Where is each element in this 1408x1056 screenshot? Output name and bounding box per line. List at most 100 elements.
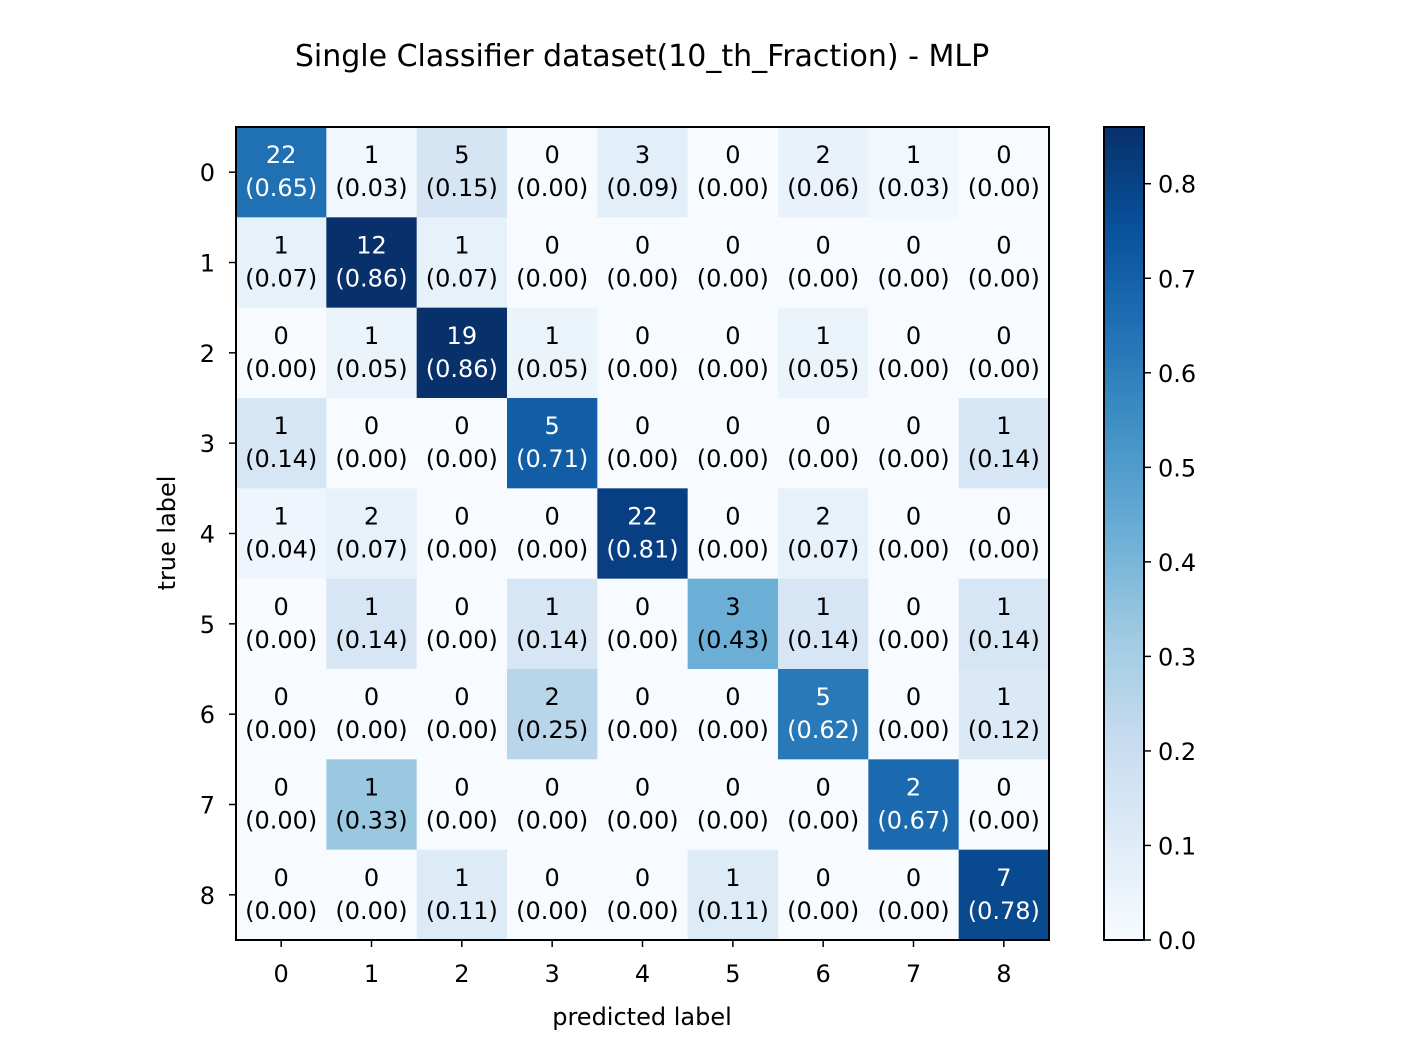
colorbar-tick-label: 0.3 (1158, 643, 1196, 671)
colorbar-tick-label: 0.6 (1158, 360, 1196, 388)
cell-count-label: 0 (725, 503, 740, 531)
cell-count-label: 0 (635, 774, 650, 802)
heatmap-cell (507, 578, 598, 670)
cell-ratio-label: (0.00) (606, 716, 678, 744)
cell-ratio-label: (0.11) (697, 897, 769, 925)
cell-count-label: 0 (816, 864, 831, 892)
heatmap-cell (326, 578, 418, 670)
cell-ratio-label: (0.00) (245, 355, 317, 383)
cell-ratio-label: (0.05) (516, 355, 588, 383)
heatmap-cell (326, 398, 418, 489)
colorbar-tick-label: 0.5 (1158, 454, 1196, 482)
cell-count-label: 1 (996, 593, 1011, 621)
colorbar-tick-label: 0.1 (1158, 832, 1196, 860)
cell-count-label: 2 (816, 141, 831, 169)
cell-count-label: 3 (635, 141, 650, 169)
cell-ratio-label: (0.00) (877, 897, 949, 925)
colorbar-tick-label: 0.7 (1158, 265, 1196, 293)
cell-ratio-label: (0.00) (697, 716, 769, 744)
heatmap-cell (236, 127, 327, 218)
heatmap-cell (687, 759, 779, 851)
cell-count-label: 0 (635, 864, 650, 892)
cell-ratio-label: (0.04) (245, 536, 317, 564)
cell-ratio-label: (0.00) (606, 355, 678, 383)
cell-ratio-label: (0.00) (787, 265, 859, 293)
y-tick-label: 6 (200, 701, 215, 729)
colorbar-tick-label: 0.4 (1158, 549, 1196, 577)
cell-count-label: 0 (635, 322, 650, 350)
x-tick-label: 0 (274, 960, 289, 988)
heatmap-cell (778, 669, 869, 760)
cell-ratio-label: (0.07) (787, 536, 859, 564)
cell-ratio-label: (0.14) (968, 626, 1040, 654)
heatmap-cell (326, 669, 418, 760)
colorbar-tick-label: 0.8 (1158, 171, 1196, 199)
heatmap-cell (326, 127, 418, 218)
heatmap-cell (416, 398, 508, 489)
heatmap-cell (416, 759, 508, 851)
cell-count-label: 1 (274, 503, 289, 531)
heatmap-cell (778, 127, 869, 218)
cell-count-label: 0 (996, 503, 1011, 531)
heatmap-cell-labels: 22(0.65)1(0.03)5(0.15)0(0.00)3(0.09)0(0.… (245, 141, 1040, 925)
cell-count-label: 0 (545, 141, 560, 169)
x-tick-label: 1 (364, 960, 379, 988)
cell-ratio-label: (0.00) (968, 536, 1040, 564)
cell-ratio-label: (0.14) (787, 626, 859, 654)
heatmap-cell (687, 127, 779, 218)
cell-ratio-label: (0.06) (787, 174, 859, 202)
heatmap-cell (507, 849, 598, 941)
cell-ratio-label: (0.05) (787, 355, 859, 383)
cell-ratio-label: (0.09) (606, 174, 678, 202)
heatmap-cell (687, 578, 779, 670)
cell-ratio-label: (0.07) (245, 265, 317, 293)
cell-ratio-label: (0.43) (697, 626, 769, 654)
cell-count-label: 0 (996, 141, 1011, 169)
cell-count-label: 1 (996, 412, 1011, 440)
heatmap-cell (507, 217, 598, 309)
cell-ratio-label: (0.15) (426, 174, 498, 202)
heatmap-cell (778, 578, 869, 670)
cell-ratio-label: (0.00) (697, 355, 769, 383)
cell-count-label: 1 (364, 141, 379, 169)
heatmap-cell (416, 669, 508, 760)
cell-count-label: 22 (266, 141, 297, 169)
cell-count-label: 0 (545, 864, 560, 892)
heatmap-cell (236, 217, 327, 309)
cell-ratio-label: (0.00) (426, 445, 498, 473)
cell-ratio-label: (0.11) (426, 897, 498, 925)
cell-count-label: 0 (725, 322, 740, 350)
heatmap-cell (868, 488, 960, 580)
cell-count-label: 1 (454, 864, 469, 892)
heatmap-cell (597, 488, 689, 580)
cell-count-label: 12 (356, 232, 387, 260)
cell-count-label: 0 (906, 593, 921, 621)
cell-ratio-label: (0.86) (335, 265, 407, 293)
cell-count-label: 0 (635, 232, 650, 260)
heatmap-cell (507, 398, 598, 489)
cell-ratio-label: (0.14) (335, 626, 407, 654)
cell-ratio-label: (0.07) (335, 536, 407, 564)
cell-ratio-label: (0.00) (426, 807, 498, 835)
heatmap-cell (687, 488, 779, 580)
y-axis-ticks: 0 1 2 3 4 5 6 7 8 (200, 159, 236, 910)
cell-ratio-label: (0.00) (697, 445, 769, 473)
cell-count-label: 0 (635, 412, 650, 440)
cell-ratio-label: (0.00) (516, 174, 588, 202)
cell-ratio-label: (0.00) (697, 536, 769, 564)
cell-ratio-label: (0.00) (245, 716, 317, 744)
x-tick-label: 6 (816, 960, 831, 988)
heatmap-cell (236, 488, 327, 580)
cell-ratio-label: (0.00) (516, 265, 588, 293)
heatmap-cell (416, 849, 508, 941)
cell-count-label: 0 (364, 683, 379, 711)
cell-ratio-label: (0.14) (516, 626, 588, 654)
cell-ratio-label: (0.62) (787, 716, 859, 744)
heatmap-cell (778, 307, 869, 399)
cell-count-label: 2 (906, 774, 921, 802)
heatmap-cell (507, 307, 598, 399)
cell-ratio-label: (0.86) (426, 355, 498, 383)
heatmap-cell (778, 217, 869, 309)
cell-ratio-label: (0.00) (335, 716, 407, 744)
